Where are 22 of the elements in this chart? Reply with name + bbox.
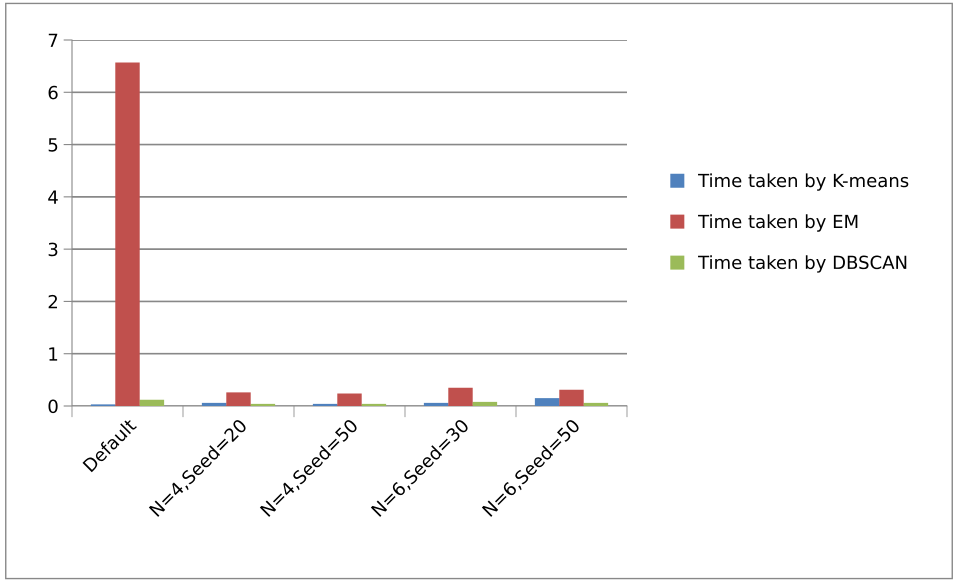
bar bbox=[534, 398, 560, 406]
y-tick-label: 1 bbox=[49, 347, 58, 361]
y-tick-label: 5 bbox=[48, 138, 58, 152]
y-tick-label: 3 bbox=[48, 242, 58, 256]
y-tick-label: 4 bbox=[48, 190, 58, 204]
y-tick-label: 7 bbox=[48, 34, 58, 47]
bar bbox=[202, 402, 226, 406]
bar bbox=[584, 402, 608, 406]
y-tick-label: 6 bbox=[48, 86, 58, 100]
bar bbox=[472, 402, 498, 406]
bar bbox=[115, 62, 140, 406]
bar bbox=[226, 392, 251, 406]
bar bbox=[559, 390, 584, 406]
bar bbox=[337, 393, 362, 406]
bar bbox=[448, 388, 473, 406]
legend-label: Time taken by EM bbox=[698, 214, 858, 232]
y-tick-label: 2 bbox=[48, 294, 57, 308]
bar bbox=[140, 400, 164, 406]
legend-label: Time taken by K-means bbox=[698, 173, 908, 191]
bar bbox=[424, 402, 448, 406]
y-tick-label: 0 bbox=[48, 399, 58, 414]
legend-label: Time taken by DBSCAN bbox=[698, 255, 906, 273]
